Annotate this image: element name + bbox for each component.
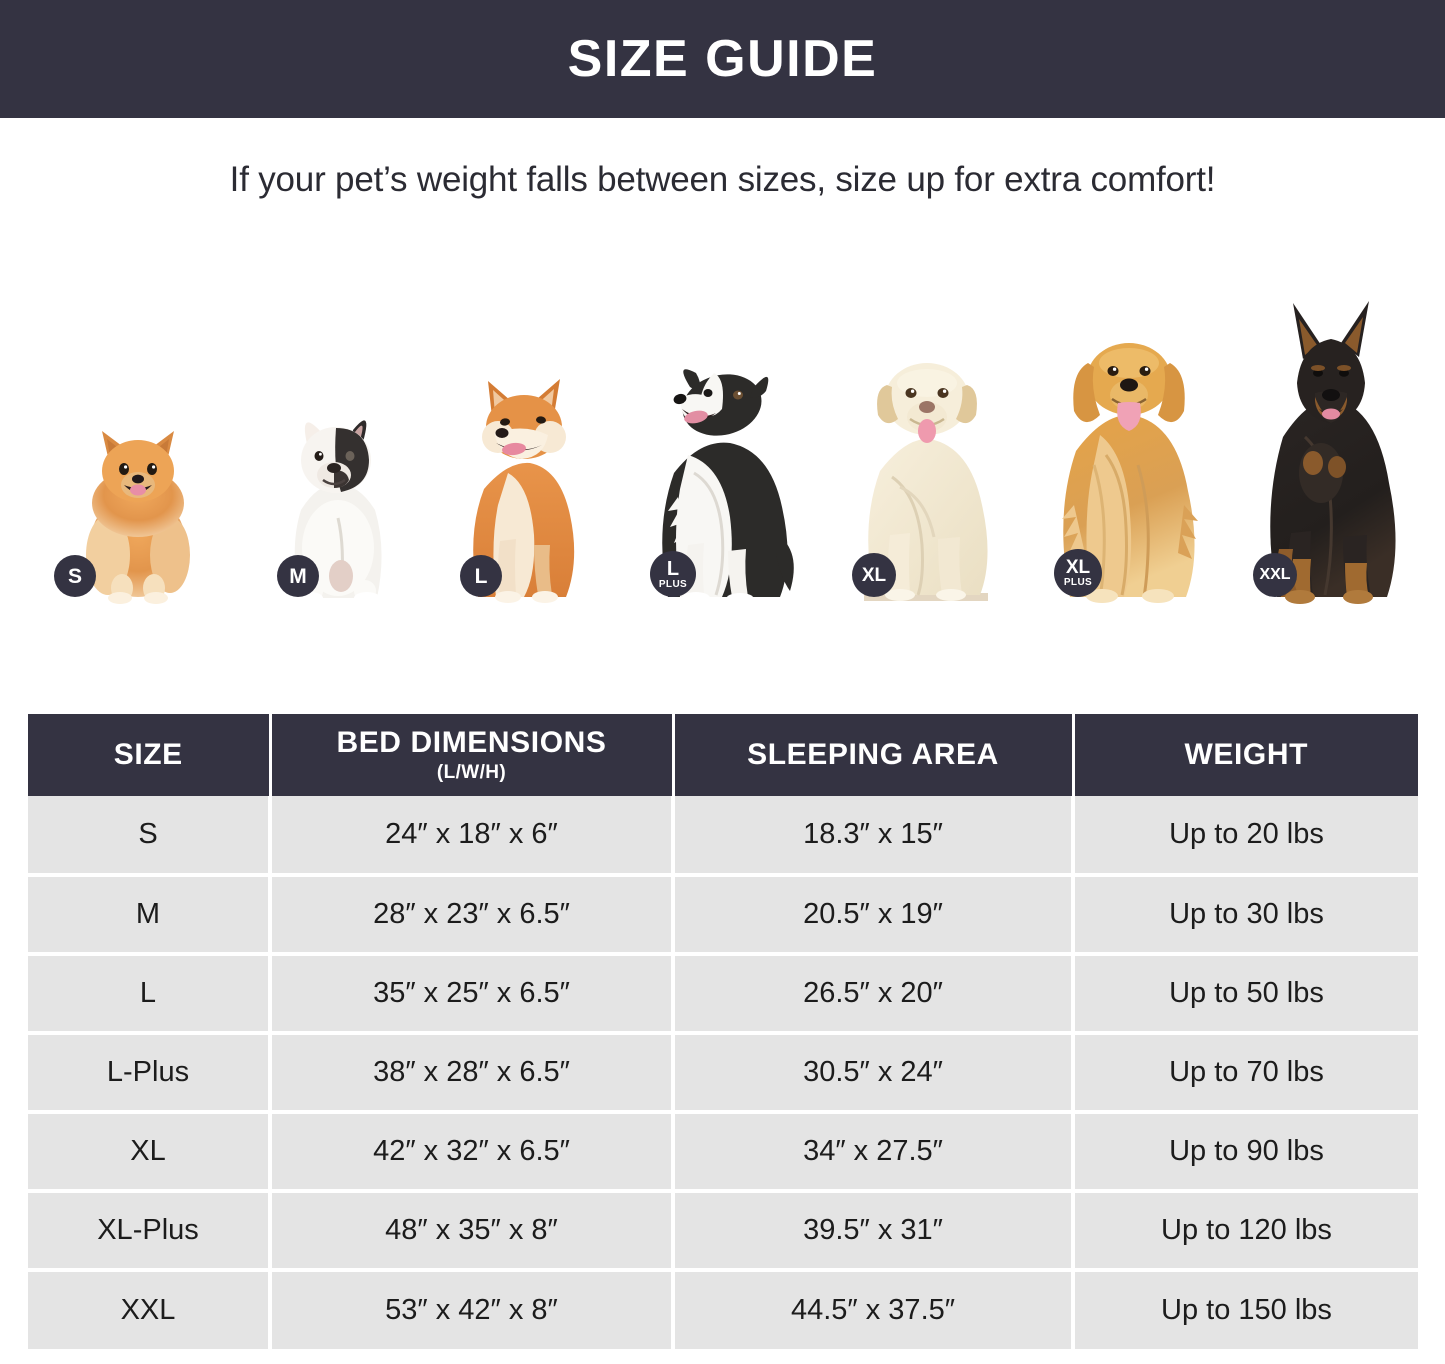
size-badge-l: L [460, 555, 502, 597]
cell-size: L [28, 954, 272, 1035]
table-row: S 24″ x 18″ x 6″ 18.3″ x 15″ Up to 20 lb… [28, 796, 1418, 877]
table-row: XL-Plus 48″ x 35″ x 8″ 39.5″ x 31″ Up to… [28, 1191, 1418, 1272]
dog-item-xl: XL [830, 337, 1020, 605]
dog-item-xxl: XXL [1235, 297, 1425, 605]
dog-item-l: L [438, 365, 613, 605]
size-badge-l-plus: L PLUS [650, 551, 696, 597]
size-badge-sublabel: PLUS [1063, 577, 1093, 588]
size-badge-label: XXL [1259, 566, 1291, 583]
cell-weight: Up to 120 lbs [1073, 1191, 1418, 1272]
table-row: XXL 53″ x 42″ x 8″ 44.5″ x 37.5″ Up to 1… [28, 1270, 1418, 1349]
dog-item-s: S [54, 405, 218, 605]
size-badge-sublabel: PLUS [658, 578, 688, 590]
size-badge-label: XL [861, 564, 887, 586]
column-header-sleeping-area: SLEEPING AREA [673, 714, 1075, 796]
column-header-label: WEIGHT [1184, 738, 1309, 771]
cell-dimensions: 35″ x 25″ x 6.5″ [270, 954, 675, 1035]
pomeranian-illustration [86, 431, 190, 604]
table-body: S 24″ x 18″ x 6″ 18.3″ x 15″ Up to 20 lb… [28, 796, 1418, 1349]
size-badge-label: XL [1065, 557, 1091, 578]
size-badge-label: L [474, 564, 488, 588]
cell-weight: Up to 70 lbs [1073, 1033, 1418, 1114]
cell-weight: Up to 150 lbs [1073, 1270, 1418, 1349]
dog-size-lineup: S [30, 255, 1420, 605]
golden-retriever-illustration [1062, 343, 1198, 603]
dog-item-m: M [255, 398, 420, 605]
cell-sleeping-area: 34″ x 27.5″ [673, 1112, 1075, 1193]
french-bulldog-illustration [294, 420, 382, 604]
cell-size: XXL [28, 1270, 272, 1349]
cell-size: M [28, 875, 272, 956]
table-header-row: SIZE BED DIMENSIONS (L/W/H) SLEEPING ARE… [28, 714, 1418, 796]
table-row: L-Plus 38″ x 28″ x 6.5″ 30.5″ x 24″ Up t… [28, 1033, 1418, 1114]
cell-size: XL-Plus [28, 1191, 272, 1272]
size-badge-label: L [666, 557, 680, 580]
cell-size: L-Plus [28, 1033, 272, 1114]
cell-weight: Up to 90 lbs [1073, 1112, 1418, 1193]
size-badge-xxl: XXL [1253, 553, 1297, 597]
cell-dimensions: 28″ x 23″ x 6.5″ [270, 875, 675, 956]
cell-dimensions: 38″ x 28″ x 6.5″ [270, 1033, 675, 1114]
cell-size: XL [28, 1112, 272, 1193]
size-badge-m: M [277, 555, 319, 597]
cell-sleeping-area: 44.5″ x 37.5″ [673, 1270, 1075, 1349]
cell-sleeping-area: 18.3″ x 15″ [673, 796, 1075, 877]
table-row: L 35″ x 25″ x 6.5″ 26.5″ x 20″ Up to 50 … [28, 954, 1418, 1035]
cell-dimensions: 24″ x 18″ x 6″ [270, 796, 675, 877]
size-badge-label: M [289, 564, 307, 588]
doberman-illustration [1270, 301, 1396, 604]
labrador-illustration [864, 363, 988, 601]
dog-item-xl-plus: XL PLUS [1030, 315, 1225, 605]
size-chart-table: SIZE BED DIMENSIONS (L/W/H) SLEEPING ARE… [28, 714, 1418, 1349]
column-header-weight: WEIGHT [1073, 714, 1418, 796]
cell-weight: Up to 30 lbs [1073, 875, 1418, 956]
subtitle-note: If your pet’s weight falls between sizes… [229, 160, 1216, 199]
cell-dimensions: 42″ x 32″ x 6.5″ [270, 1112, 675, 1193]
cell-dimensions: 48″ x 35″ x 8″ [270, 1191, 675, 1272]
size-badge-label: S [67, 564, 82, 588]
table-row: M 28″ x 23″ x 6.5″ 20.5″ x 19″ Up to 30 … [28, 875, 1418, 956]
size-badge-xl-plus: XL PLUS [1054, 549, 1102, 597]
cell-dimensions: 53″ x 42″ x 8″ [270, 1270, 675, 1349]
column-header-label: SIZE [113, 738, 183, 771]
column-header-label: BED DIMENSIONS [336, 726, 607, 759]
cell-sleeping-area: 30.5″ x 24″ [673, 1033, 1075, 1114]
page-title: SIZE GUIDE [567, 30, 878, 88]
size-badge-s: S [54, 555, 96, 597]
header-bar: SIZE GUIDE [0, 0, 1445, 118]
size-badge-xl: XL [852, 553, 896, 597]
cell-size: S [28, 796, 272, 877]
cell-sleeping-area: 20.5″ x 19″ [673, 875, 1075, 956]
cell-sleeping-area: 39.5″ x 31″ [673, 1191, 1075, 1272]
column-header-bed-dimensions: BED DIMENSIONS (L/W/H) [270, 714, 675, 796]
column-header-label: SLEEPING AREA [747, 738, 999, 771]
dog-item-l-plus: L PLUS [630, 347, 815, 605]
cell-weight: Up to 50 lbs [1073, 954, 1418, 1035]
table-header: SIZE BED DIMENSIONS (L/W/H) SLEEPING ARE… [28, 714, 1418, 796]
cell-weight: Up to 20 lbs [1073, 796, 1418, 877]
cell-sleeping-area: 26.5″ x 20″ [673, 954, 1075, 1035]
column-header-size: SIZE [28, 714, 272, 796]
table-row: XL 42″ x 32″ x 6.5″ 34″ x 27.5″ Up to 90… [28, 1112, 1418, 1193]
column-header-sublabel: (L/W/H) [436, 762, 507, 783]
